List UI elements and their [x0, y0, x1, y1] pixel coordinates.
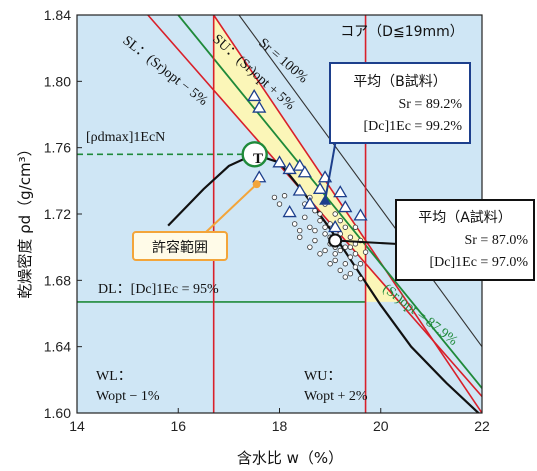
- data-point-circle: [347, 271, 354, 277]
- data-point-circle: [352, 264, 359, 270]
- dl-label: DL：[Dc]1Ec = 95%: [98, 282, 219, 297]
- avg-b-sr: Sr = 89.2%: [398, 97, 462, 112]
- data-point-circle: [317, 217, 323, 224]
- data-point-circle: [332, 257, 338, 264]
- data-point-circle: [297, 227, 303, 234]
- callouts: 許容範囲 平均（B試料） Sr = 89.2% [Dc]1Ec = 99.2% …: [132, 62, 535, 281]
- data-point-circle: [342, 244, 349, 250]
- data-point-circle: [337, 217, 343, 224]
- y-tick-label: 1.80: [44, 73, 71, 89]
- avg-a-title: 平均（A試料）: [418, 210, 512, 226]
- data-point-triangle: [333, 185, 348, 198]
- data-point-circle: [307, 224, 313, 230]
- data-point-circle: [347, 234, 354, 240]
- data-point-triangle: [328, 219, 343, 233]
- avg-a-box: [395, 199, 535, 281]
- y-tick-label: 1.72: [44, 206, 71, 222]
- data-point-triangle: [292, 183, 307, 196]
- chart-title: コア（D≦19mm）: [340, 24, 464, 40]
- data-point-circle: [342, 224, 349, 230]
- data-point-circle: [352, 251, 359, 257]
- su-line: [213, 15, 482, 413]
- wu-label-1: WU：: [304, 369, 341, 384]
- data-point-triangle: [353, 208, 368, 221]
- x-tick-label: 14: [69, 418, 85, 434]
- data-point-circle: [337, 247, 343, 254]
- data-point-circle: [291, 221, 298, 227]
- avg-a-sr: Sr = 87.0%: [464, 233, 528, 248]
- y-tick-label: 1.60: [44, 405, 71, 421]
- data-point-circle: [322, 247, 328, 254]
- data-point-triangle: [312, 181, 328, 194]
- x-tick-label: 22: [474, 418, 490, 434]
- y-tick-label: 1.64: [44, 339, 71, 355]
- avg-b-title: 平均（B試料）: [353, 74, 447, 90]
- data-point-circle: [342, 261, 349, 267]
- sopt-line: [177, 15, 482, 389]
- y-axis-label: 乾燥密度 ρd（g/cm³）: [16, 141, 34, 298]
- data-point-circle: [357, 261, 364, 267]
- data-point-triangle: [282, 205, 297, 218]
- data-point-circle: [347, 254, 354, 260]
- data-point-circle: [302, 214, 308, 221]
- data-point-circle: [337, 267, 343, 274]
- data-point-circle: [347, 244, 354, 250]
- data-point-circle: [312, 237, 318, 244]
- data-point-circle: [322, 231, 328, 237]
- data-point-circle: [297, 234, 303, 240]
- data-point-triangle: [247, 88, 262, 102]
- data-point-circle: [271, 194, 278, 201]
- tolerance-leader: [204, 183, 258, 234]
- data-point-circle: [317, 251, 323, 257]
- data-point-circle: [357, 275, 364, 282]
- data-point-circle: [362, 249, 369, 255]
- wl-label-1: WL：: [96, 369, 132, 384]
- tolerance-label: 許容範囲: [152, 239, 208, 256]
- wl-label-2: Wopt − 1%: [96, 389, 160, 404]
- rho-dmax-label: [ρdmax]1EcN: [86, 130, 165, 145]
- data-point-triangle: [282, 161, 297, 175]
- x-axis-label: 含水比 w（%）: [237, 449, 343, 467]
- x-tick-label: 18: [272, 418, 288, 434]
- sr100-line: [238, 15, 482, 347]
- data-point-triangle: [252, 100, 267, 113]
- data-point-triangle: [292, 158, 307, 171]
- point-t-marker: [241, 141, 268, 168]
- data-point-circle: [322, 224, 328, 230]
- x-tick-label: 20: [373, 418, 389, 434]
- tolerance-box: [132, 231, 228, 261]
- data-point-circle: [281, 193, 288, 199]
- data-point-circle: [276, 201, 283, 207]
- data-point-triangle: [302, 196, 318, 209]
- data-point-circle: [307, 244, 313, 250]
- x-tick-label: 16: [170, 418, 186, 434]
- data-point-circle: [312, 227, 318, 234]
- wu-label-2: Wopt + 2%: [304, 389, 368, 404]
- avg-a-leader: [335, 239, 399, 245]
- data-point-circle: [332, 211, 338, 217]
- y-tick-label: 1.68: [44, 272, 71, 288]
- avg-a-dc: [Dc]1Ec = 97.0%: [430, 255, 529, 270]
- avg-b-box: [329, 62, 471, 144]
- data-point-circle: [352, 224, 359, 230]
- y-tick-label: 1.76: [44, 140, 71, 156]
- point-t-label: T: [253, 151, 263, 167]
- y-tick-label: 1.84: [44, 7, 71, 23]
- data-point-triangle: [272, 155, 287, 168]
- data-point-circle: [342, 274, 349, 280]
- data-point-circle: [327, 221, 333, 227]
- data-point-triangle: [297, 165, 312, 178]
- data-point-circle: [332, 251, 338, 257]
- avg-a-marker: [328, 233, 343, 248]
- data-point-circle: [317, 211, 323, 217]
- data-point-circle: [312, 207, 318, 214]
- data-point-triangle: [338, 200, 353, 213]
- avg-b-dc: [Dc]1Ec = 99.2%: [364, 119, 463, 134]
- data-point-circle: [327, 261, 333, 267]
